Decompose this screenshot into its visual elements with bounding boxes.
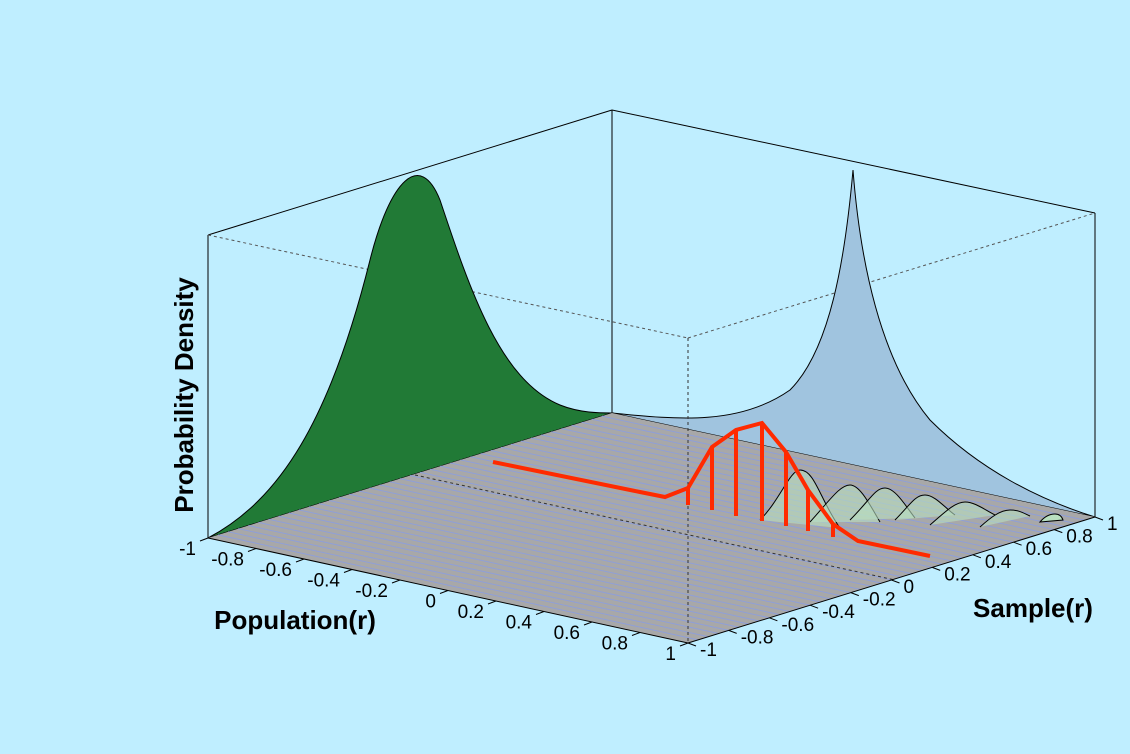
y-tick <box>1094 516 1104 521</box>
y-tick <box>769 617 778 622</box>
floor-grid-line <box>389 481 872 587</box>
floor-grid-line <box>318 503 801 609</box>
floor-grid-line <box>379 484 862 590</box>
x-tick <box>535 611 545 615</box>
floor-grid-line <box>268 518 750 625</box>
floor-grid-line <box>500 446 984 553</box>
x-tick <box>679 642 689 647</box>
x-tick <box>583 621 593 626</box>
floor-grid-line <box>349 493 831 600</box>
floor-grid-line <box>238 528 719 635</box>
x-tick <box>295 558 305 563</box>
x-tick-label: 0.4 <box>506 613 533 634</box>
x-tick-label: -1 <box>179 539 196 560</box>
floor-grid-line <box>490 450 974 556</box>
red-curve <box>492 420 931 558</box>
sample-curve <box>929 501 996 526</box>
y-axis-title: Sample(r) <box>973 593 1093 623</box>
x-tick-label: 0 <box>425 592 436 613</box>
y-tick-label: 0.6 <box>1026 539 1052 560</box>
y-tick-label: -0.6 <box>781 615 814 636</box>
floor-grid-line <box>419 471 902 578</box>
floor-grid-line <box>440 465 923 572</box>
sample-curve <box>1038 513 1064 523</box>
y-tick-label: 0.2 <box>944 564 970 585</box>
y-tick <box>809 604 819 609</box>
floor-grid-line <box>601 415 1085 521</box>
x-tick <box>343 569 353 573</box>
y-tick <box>1013 541 1022 546</box>
floor-grid-line <box>399 478 882 584</box>
box-edge <box>207 109 613 236</box>
floor-grid-line <box>217 534 699 641</box>
floor-grid-line <box>531 437 1014 543</box>
y-tick-label: -0.8 <box>741 627 774 648</box>
x-tick-label: 0.8 <box>602 634 628 655</box>
y-tick <box>687 642 697 647</box>
box-edge <box>414 474 896 581</box>
x-tick <box>199 537 209 542</box>
z-axis-title: Probability Density <box>169 277 199 513</box>
x-axis-title: Population(r) <box>214 605 376 635</box>
y-tick <box>728 629 737 634</box>
y-tick <box>932 566 941 571</box>
population-density-curve <box>207 175 613 539</box>
floor-grid-line <box>510 443 994 549</box>
y-tick-label: 0.8 <box>1066 527 1092 548</box>
sample-curve <box>849 487 916 521</box>
y-tick-label: -0.2 <box>863 590 896 611</box>
floor-grid-line <box>369 487 851 594</box>
floor-grid-line <box>591 418 1075 524</box>
floor-grid-line <box>430 468 912 575</box>
x-tick <box>247 548 257 552</box>
y-tick-label: -1 <box>700 640 717 661</box>
y-tick-label: -0.4 <box>822 602 855 623</box>
y-tick-label: 0.4 <box>985 552 1012 573</box>
floor-grid-line <box>278 515 760 622</box>
x-tick-label: -0.6 <box>259 560 292 581</box>
x-tick <box>439 590 449 594</box>
x-tick <box>391 579 401 584</box>
y-tick <box>1054 529 1063 534</box>
floor-grid-line <box>288 512 770 619</box>
x-tick-label: 1 <box>665 644 676 665</box>
box-edge <box>611 109 1096 214</box>
x-tick-label: -0.8 <box>211 550 244 571</box>
floor-grid-line <box>339 496 821 603</box>
box-edge <box>207 234 689 339</box>
sample-curve <box>979 509 1031 528</box>
floor-grid-line <box>359 490 841 597</box>
floor-grid-line <box>258 521 739 628</box>
x-tick <box>487 600 497 605</box>
x-tick-label: 0.2 <box>458 602 484 623</box>
floor-grid-line <box>460 459 943 565</box>
floor-grid-line <box>228 531 709 638</box>
box-edge <box>687 212 1096 339</box>
floor-grid-line <box>329 500 811 606</box>
x-tick-label: 0.6 <box>554 623 580 644</box>
red-line <box>492 420 931 558</box>
y-tick <box>891 579 900 584</box>
floor-grid-line <box>248 525 729 631</box>
y-tick-label: 1 <box>1107 514 1118 535</box>
floor-grid-line <box>298 509 780 616</box>
floor-grid-line <box>450 462 933 568</box>
floor-grid-line <box>480 453 963 559</box>
y-tick <box>972 554 982 559</box>
x-tick-label: -0.2 <box>355 581 388 602</box>
x-tick-label: -0.4 <box>307 571 340 592</box>
floor-grid-line <box>409 475 892 581</box>
sample-curve <box>894 494 956 521</box>
y-tick-label: 0 <box>904 577 915 598</box>
floor-grid-line <box>308 506 790 612</box>
y-tick <box>850 592 859 597</box>
x-tick <box>631 632 641 636</box>
